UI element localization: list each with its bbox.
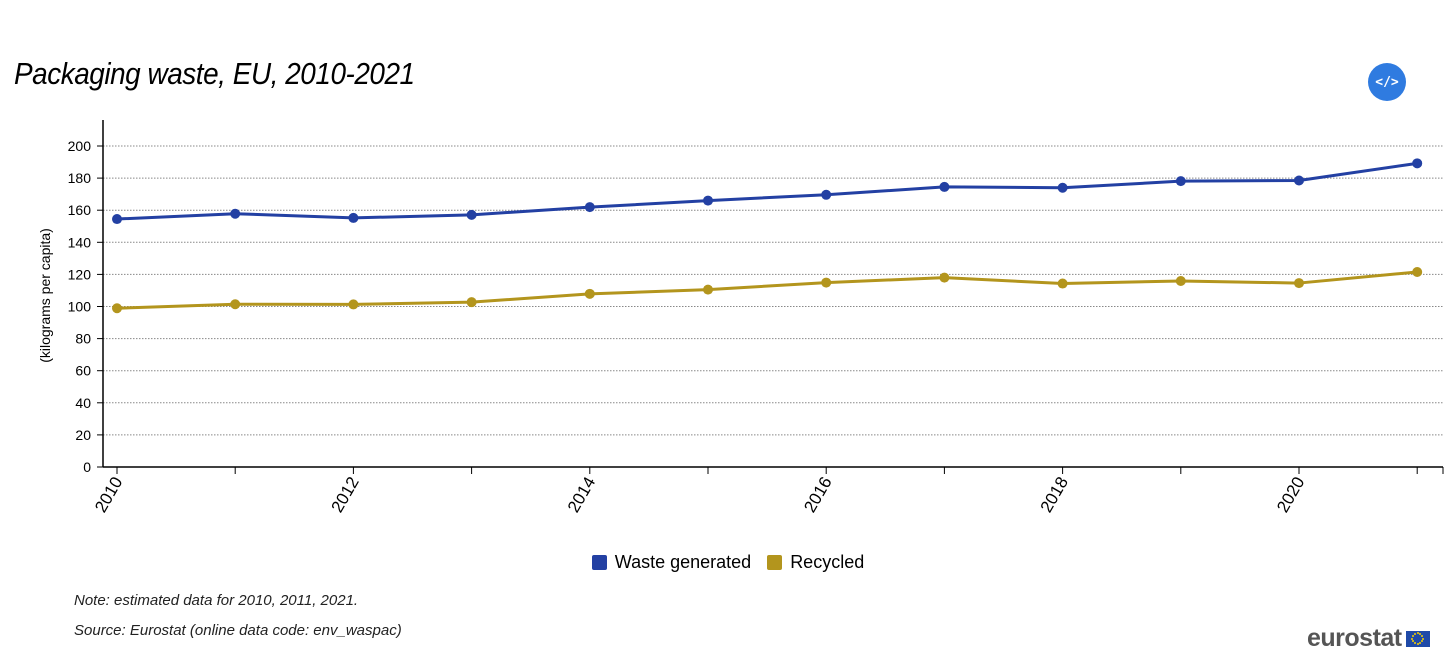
y-tick-label: 0 <box>83 459 91 475</box>
y-tick-label: 60 <box>75 363 91 379</box>
x-tick-label: 2012 <box>327 474 362 516</box>
data-point-recycled <box>466 297 477 308</box>
x-tick-label: 2016 <box>800 474 835 516</box>
flag-star <box>1421 634 1424 637</box>
y-tick-label: 100 <box>68 299 92 315</box>
flag-star <box>1413 642 1416 645</box>
data-point-waste-generated <box>703 195 713 206</box>
legend-item-recycled[interactable]: Recycled <box>767 552 864 573</box>
legend-swatch-recycled <box>767 555 783 570</box>
chart-title: Packaging waste, EU, 2010-2021 <box>14 56 415 91</box>
y-tick-label: 160 <box>68 202 92 218</box>
flag-star <box>1416 643 1419 645</box>
flag-star <box>1411 634 1414 637</box>
data-point-recycled <box>1175 275 1186 286</box>
data-point-recycled <box>821 277 832 288</box>
data-point-waste-generated <box>1294 175 1304 186</box>
data-point-waste-generated <box>348 212 359 223</box>
data-point-waste-generated <box>230 208 241 219</box>
data-point-recycled <box>230 299 241 310</box>
data-point-waste-generated <box>1412 158 1423 169</box>
data-point-recycled <box>1294 278 1304 289</box>
y-axis-label: (kilograms per capita) <box>37 228 53 363</box>
data-point-recycled <box>1412 266 1423 277</box>
data-point-waste-generated <box>584 202 595 213</box>
flag-star <box>1419 642 1422 645</box>
y-tick-label: 120 <box>68 266 92 282</box>
embed-code-button[interactable]: </> <box>1368 63 1406 101</box>
legend-label-recycled: Recycled <box>790 552 865 572</box>
legend-label-waste-generated: Waste generated <box>614 552 752 572</box>
eurostat-logo: eurostat <box>1307 624 1430 653</box>
y-tick-label: 20 <box>75 427 91 443</box>
data-point-recycled <box>1057 278 1068 289</box>
data-point-recycled <box>703 284 713 295</box>
x-tick-label: 2018 <box>1037 474 1072 516</box>
legend-swatch-waste-generated <box>591 555 607 570</box>
data-point-recycled <box>584 288 595 299</box>
data-point-waste-generated <box>939 181 950 192</box>
y-tick-label: 180 <box>68 170 92 186</box>
logo-text: eurostat <box>1307 624 1402 652</box>
data-point-waste-generated <box>1057 182 1068 193</box>
flag-star <box>1422 637 1425 640</box>
flag-star <box>1413 632 1416 635</box>
flag-star <box>1411 640 1414 643</box>
flag-star <box>1411 637 1414 640</box>
chart-source: Source: Eurostat (online data code: env_… <box>74 622 402 639</box>
data-point-recycled <box>348 299 359 310</box>
flag-star <box>1421 640 1424 643</box>
legend-item-waste-generated[interactable]: Waste generated <box>591 552 752 573</box>
x-tick-label: 2010 <box>91 474 126 516</box>
data-point-waste-generated <box>821 189 832 200</box>
data-point-waste-generated <box>112 214 122 225</box>
y-tick-label: 80 <box>75 331 91 347</box>
eu-flag-icon <box>1405 630 1430 647</box>
y-tick-label: 140 <box>68 234 92 250</box>
data-point-recycled <box>112 303 122 314</box>
flag-star <box>1416 632 1419 634</box>
x-tick-label: 2014 <box>564 474 599 516</box>
line-chart: 0 20 40 60 80 100 120 140 160 180 200 (kilograms pe… <box>37 120 1444 516</box>
flag-star <box>1419 632 1422 635</box>
y-tick-label: 200 <box>68 138 92 154</box>
data-point-waste-generated <box>466 209 477 220</box>
x-tick-label: 2020 <box>1273 474 1308 516</box>
chart-note: Note: estimated data for 2010, 2011, 202… <box>74 592 359 609</box>
series-line-waste-generated <box>116 161 1418 221</box>
series-line-recycled <box>116 270 1418 310</box>
data-point-recycled <box>939 272 950 283</box>
data-point-waste-generated <box>1175 176 1186 187</box>
y-tick-label: 40 <box>75 395 91 411</box>
chart-legend: Waste generated Recycled <box>0 552 1456 573</box>
